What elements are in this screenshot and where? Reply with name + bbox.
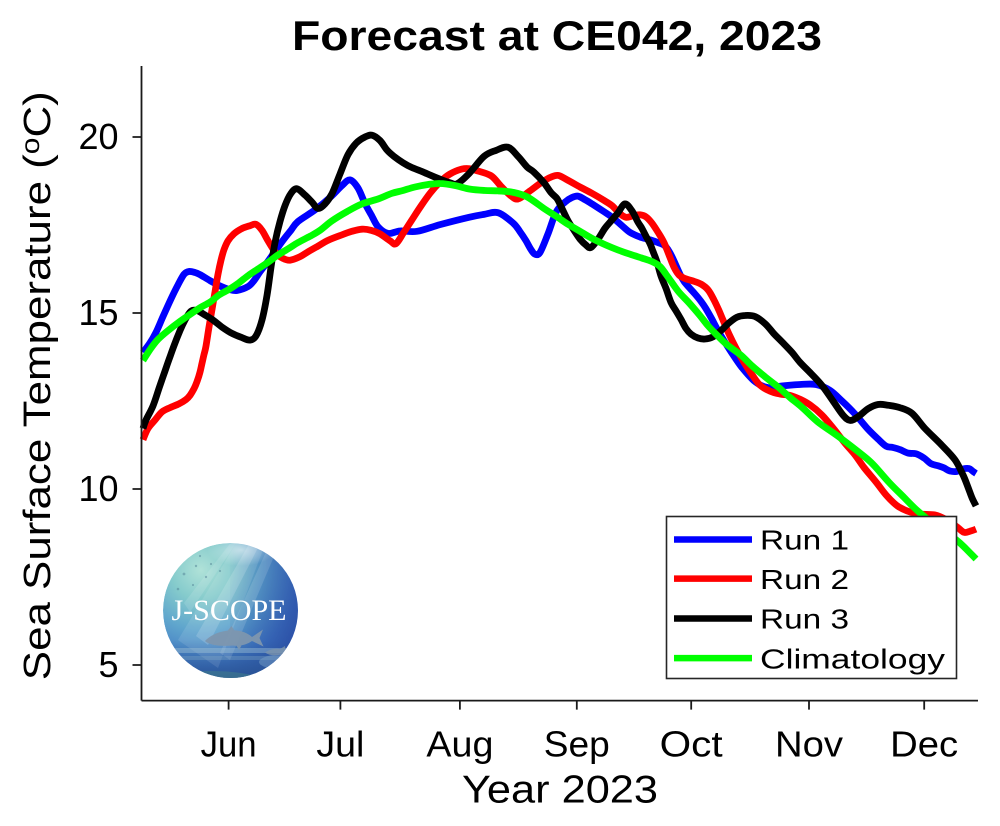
svg-text:Sep: Sep [544, 724, 610, 765]
svg-text:Climatology: Climatology [760, 643, 945, 674]
svg-text:Year 2023: Year 2023 [462, 769, 658, 812]
svg-text:Sea Surface Temperature (oC): Sea Surface Temperature (oC) [15, 91, 59, 680]
svg-text:J-SCOPE: J-SCOPE [171, 594, 286, 627]
svg-text:Forecast at CE042, 2023: Forecast at CE042, 2023 [292, 12, 822, 59]
svg-text:Aug: Aug [426, 724, 493, 765]
svg-text:Jul: Jul [316, 724, 364, 765]
svg-text:Run 2: Run 2 [760, 564, 849, 595]
svg-text:Run 1: Run 1 [760, 525, 849, 556]
svg-text:Jun: Jun [201, 724, 257, 765]
svg-text:Dec: Dec [890, 724, 958, 765]
svg-text:Nov: Nov [775, 724, 843, 765]
svg-text:10: 10 [78, 468, 118, 509]
svg-text:20: 20 [78, 116, 118, 157]
svg-text:15: 15 [78, 292, 118, 333]
svg-text:Oct: Oct [660, 724, 723, 765]
svg-text:5: 5 [98, 644, 118, 685]
svg-text:Run 3: Run 3 [760, 604, 849, 635]
